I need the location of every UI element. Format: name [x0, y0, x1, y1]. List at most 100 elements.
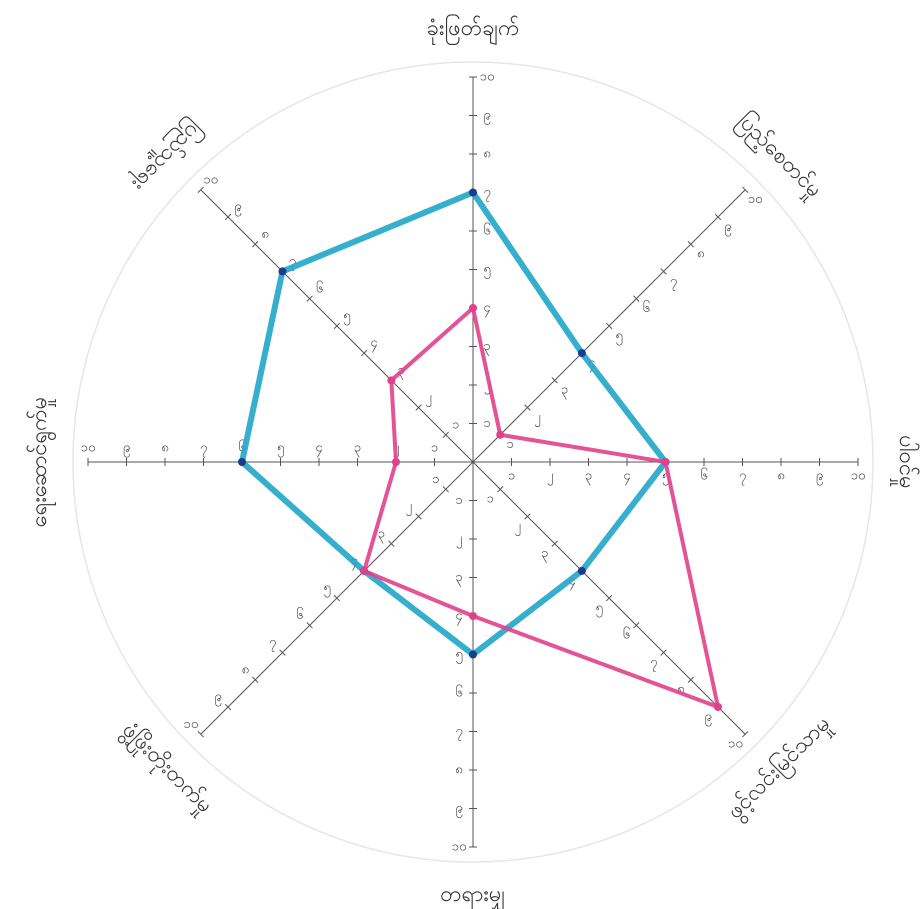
- tick-label: ၉: [234, 200, 241, 217]
- tick-mark: [605, 322, 613, 330]
- tick-label: ၁၀: [851, 469, 866, 484]
- tick-mark: [224, 703, 232, 711]
- series-point: [387, 376, 396, 385]
- tick-mark: [633, 622, 640, 629]
- axis-label: တရားမျှ: [440, 882, 506, 909]
- axis-label: ရေးဆောင်ရွက်မှု: [26, 397, 57, 528]
- tick-label: ၆: [238, 440, 245, 456]
- tick-label: ၄: [483, 301, 491, 318]
- tick-label: ၂: [456, 532, 462, 549]
- tick-label: ၅: [596, 601, 603, 618]
- series-point: [661, 458, 670, 466]
- tick-label: ၇: [670, 274, 677, 291]
- tick-label: ၁: [452, 417, 459, 432]
- tick-mark: [687, 241, 694, 248]
- tick-label: ၂: [405, 499, 411, 516]
- tick-label: ၅: [343, 308, 350, 325]
- tick-label: ၈: [777, 469, 784, 484]
- tick-mark: [415, 404, 422, 411]
- series-point: [278, 267, 287, 276]
- tick-label: ၉: [724, 219, 731, 236]
- series-point: [577, 349, 586, 358]
- tick-mark: [360, 349, 368, 357]
- tick-label: ၈: [261, 227, 268, 242]
- tick-mark: [551, 377, 558, 384]
- tick-label: ၆: [643, 300, 650, 316]
- tick-mark: [333, 322, 341, 330]
- tick-label: ၁၀: [728, 737, 743, 752]
- tick-label: ၁၀: [81, 441, 96, 456]
- tick-mark: [197, 186, 204, 193]
- tick-label: ၄: [455, 609, 463, 626]
- tick-label: ၆: [455, 685, 462, 701]
- tick-label: ၉: [816, 469, 823, 486]
- tick-label: ၇: [289, 254, 296, 271]
- tick-mark: [714, 213, 722, 221]
- tick-label: ၃: [483, 339, 490, 356]
- tick-label: ၆: [623, 627, 630, 643]
- axis-label: ပြည်သူ့ရေး: [124, 113, 209, 198]
- series-point: [496, 430, 505, 439]
- tick-mark: [252, 676, 259, 683]
- tick-mark: [524, 513, 531, 520]
- series-point: [469, 650, 477, 659]
- tick-label: ၂: [514, 519, 520, 536]
- tick-mark: [388, 540, 395, 547]
- series-point: [392, 458, 400, 466]
- tick-label: ၅: [455, 647, 462, 664]
- tick-label: ၁: [432, 472, 439, 487]
- tick-label: ၃: [561, 383, 568, 400]
- tick-mark: [633, 295, 640, 302]
- tick-label: ၁: [487, 492, 494, 507]
- tick-label: ၅: [323, 581, 330, 598]
- tick-label: ၅: [615, 328, 622, 345]
- tick-label: ၅: [662, 469, 669, 486]
- tick-label: ၉: [214, 690, 221, 707]
- series-point: [469, 304, 477, 312]
- tick-mark: [742, 186, 749, 193]
- tick-mark: [442, 431, 449, 438]
- tick-label: ၈: [697, 247, 704, 262]
- tick-label: ၂: [534, 410, 540, 427]
- tick-label: ၆: [700, 468, 707, 484]
- tick-label: ၂: [547, 469, 553, 486]
- series-point: [577, 566, 586, 575]
- tick-label: ၈: [483, 147, 490, 162]
- tick-label: ၁၀: [452, 840, 467, 855]
- axis-label: ခုံးဖြတ်ချက်: [426, 14, 519, 45]
- tick-label: ၉: [483, 108, 490, 125]
- tick-label: ၄: [623, 469, 631, 486]
- tick-label: ၈: [161, 441, 168, 456]
- tick-label: ၃: [354, 441, 361, 458]
- tick-label: ၁: [508, 469, 515, 484]
- tick-mark: [333, 594, 341, 602]
- tick-mark: [742, 731, 749, 738]
- series-point: [469, 188, 477, 197]
- tick-label: ၇: [455, 724, 462, 741]
- tick-mark: [524, 404, 531, 411]
- series-point: [469, 612, 477, 620]
- tick-label: ၃: [378, 526, 385, 543]
- tick-label: ၈: [242, 662, 249, 677]
- tick-mark: [687, 676, 694, 683]
- tick-label: ၁၀: [748, 192, 763, 207]
- axis-label: ပါဝင်မှု: [890, 435, 920, 488]
- tick-label: ၁၀: [480, 70, 495, 85]
- tick-label: ၁: [506, 437, 513, 452]
- series-polygon: [362, 306, 721, 710]
- tick-mark: [605, 594, 613, 602]
- series-point: [360, 566, 369, 575]
- tick-label: ၇: [269, 635, 276, 652]
- tick-label: ၇: [200, 441, 207, 458]
- tick-label: ၇: [650, 655, 657, 672]
- tick-label: ၆: [483, 223, 490, 239]
- tick-label: ၅: [483, 262, 490, 279]
- tick-label: ၆: [316, 280, 323, 296]
- tick-mark: [415, 513, 422, 520]
- tick-label: ၄: [370, 336, 378, 353]
- tick-label: ၃: [541, 546, 548, 563]
- tick-label: ၈: [455, 763, 462, 778]
- tick-mark: [660, 649, 667, 656]
- outer-circle: [72, 61, 874, 863]
- tick-label: ၁: [431, 441, 438, 456]
